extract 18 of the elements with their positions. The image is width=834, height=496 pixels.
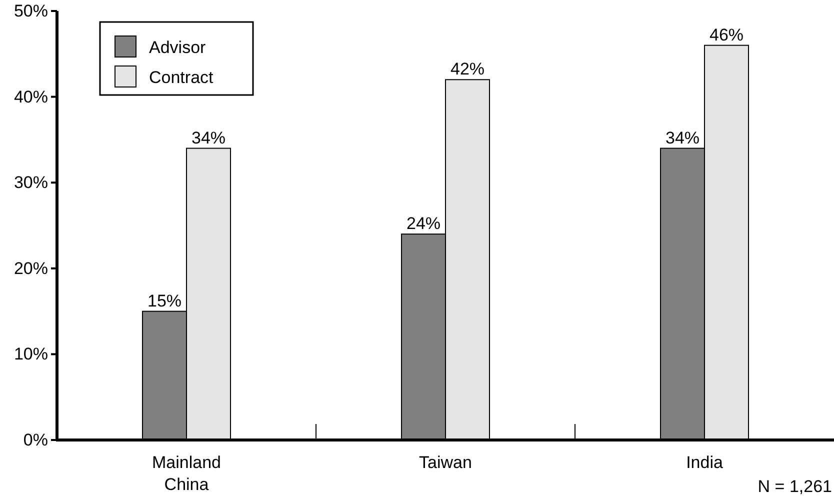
x-tick-label: Taiwan [419, 453, 472, 472]
data-label: 42% [450, 60, 485, 79]
data-label: 34% [191, 128, 226, 148]
data-label: 24% [406, 214, 441, 234]
y-tick-label: 40% [14, 87, 48, 106]
data-label: 46% [709, 25, 744, 44]
x-tick-label: India [686, 453, 724, 472]
y-tick-label: 30% [14, 173, 48, 192]
y-tick-label: 0% [23, 430, 48, 450]
y-tick-label: 50% [14, 1, 48, 20]
y-tick-label: 10% [14, 344, 48, 364]
y-tick-label: 20% [14, 258, 48, 278]
text: N = 1,261 [758, 477, 832, 496]
x-tick-label: Mainland China [152, 453, 221, 494]
legend-label: Advisor [149, 38, 206, 57]
data-label: 34% [665, 128, 700, 148]
legend-label: Contract [149, 68, 214, 87]
data-label: 15% [147, 291, 182, 310]
